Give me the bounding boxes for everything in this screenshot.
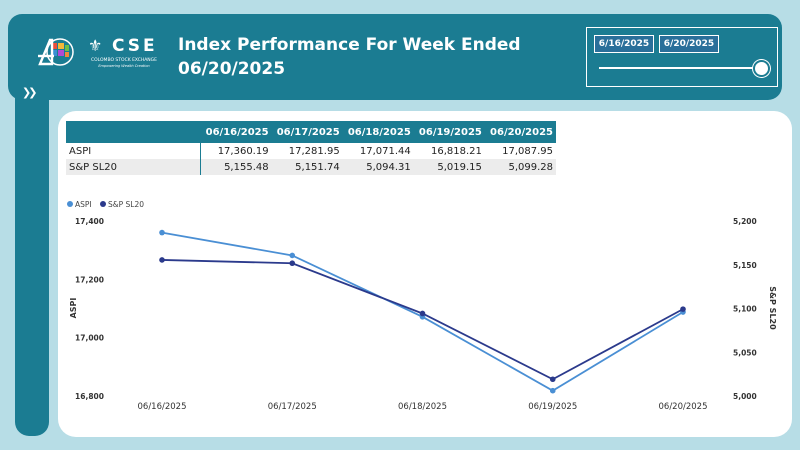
x-tick-label: 06/16/2025	[138, 402, 187, 412]
y-left-axis-title: ASPI	[69, 298, 78, 319]
table-header-cell	[66, 121, 201, 143]
index-line-chart: 16,800 17,000 17,200 17,400 5,000 5,050 5,100 5…	[67, 200, 777, 412]
y-left-tick-label: 16,800	[75, 392, 104, 401]
table-header-cell: 06/20/2025	[484, 121, 556, 143]
legend-marker	[100, 201, 106, 207]
data-point	[549, 376, 556, 383]
date-range-track[interactable]	[599, 67, 761, 69]
page-title-line-2: 06/20/2025	[178, 59, 286, 79]
x-tick-label: 06/19/2025	[528, 402, 577, 412]
data-point	[289, 252, 296, 259]
y-right-tick-label: 5,150	[733, 261, 757, 270]
table-header-cell: 06/17/2025	[271, 121, 343, 143]
end-date-input[interactable]: 6/20/2025	[659, 35, 719, 53]
data-point	[159, 229, 165, 236]
x-tick-label: 06/18/2025	[398, 402, 447, 412]
y-left-tick-label: 17,000	[75, 334, 104, 343]
x-tick-label: 06/17/2025	[268, 402, 317, 412]
cse-logo-subtitle: COLOMBO STOCK EXCHANGE	[90, 58, 157, 63]
y-right-tick-label: 5,050	[733, 348, 757, 357]
header-bar	[8, 14, 782, 100]
data-point	[419, 310, 426, 317]
table-cell-index-name: S&P SL20	[66, 159, 201, 175]
table-row: ASPI 17,360.19 17,281.95 17,071.44 16,81…	[66, 143, 556, 159]
data-point	[549, 387, 556, 394]
y-right-tick-label: 5,200	[733, 217, 757, 226]
table-header-cell: 06/18/2025	[342, 121, 414, 143]
table-cell: 5,019.15	[413, 159, 485, 175]
main-panel: 06/16/2025 06/17/2025 06/18/2025 06/19/2…	[58, 111, 792, 437]
table-cell: 17,360.19	[200, 143, 272, 159]
y-right-tick-label: 5,100	[733, 305, 757, 314]
table-row: S&P SL20 5,155.48 5,151.74 5,094.31 5,01…	[66, 159, 556, 175]
cse-dolphin-icon: ⚜	[88, 36, 103, 55]
legend-label: S&P SL20	[108, 200, 144, 209]
expand-chevron-icon[interactable]: ❯❯	[22, 86, 37, 99]
date-range-handle[interactable]	[753, 60, 770, 77]
date-range-slicer[interactable]: 6/16/2025 6/20/2025	[586, 27, 778, 87]
x-tick-label: 06/20/2025	[659, 402, 708, 412]
data-point	[159, 257, 165, 263]
table-header-row: 06/16/2025 06/17/2025 06/18/2025 06/19/2…	[66, 121, 556, 143]
y-right-tick-label: 5,000	[733, 392, 757, 401]
y-left-tick-label: 17,200	[75, 275, 104, 284]
side-nav-bar	[15, 86, 49, 436]
legend-marker	[67, 201, 73, 207]
y-right-axis-title: S&P SL20	[768, 286, 777, 330]
table-cell: 17,281.95	[271, 143, 343, 159]
page-title: Index Performance For Week Ended 06/20/2…	[178, 33, 538, 81]
cse-logo: ⚜ CSE COLOMBO STOCK EXCHANGE Empowering …	[84, 34, 164, 70]
table-cell: 5,155.48	[200, 159, 272, 175]
page-title-line-1: Index Performance For Week Ended	[178, 35, 521, 55]
table-cell: 16,818.21	[413, 143, 485, 159]
table-cell: 17,071.44	[342, 143, 414, 159]
table-cell-index-name: ASPI	[66, 143, 201, 159]
table-header-cell: 06/19/2025	[413, 121, 485, 143]
table-cell: 5,099.28	[484, 159, 556, 175]
cse-logo-text: CSE	[112, 36, 158, 56]
start-date-input[interactable]: 6/16/2025	[594, 35, 654, 53]
legend-label: ASPI	[75, 200, 92, 209]
table-cell: 5,094.31	[342, 159, 414, 175]
company-logo-icon	[38, 38, 74, 66]
cse-logo-tagline: Empowering Wealth Creation	[98, 64, 150, 68]
data-point	[680, 306, 686, 312]
table-cell: 5,151.74	[271, 159, 343, 175]
index-performance-table: 06/16/2025 06/17/2025 06/18/2025 06/19/2…	[66, 121, 556, 175]
table-header-cell: 06/16/2025	[200, 121, 272, 143]
data-point	[289, 260, 296, 267]
y-left-tick-label: 17,400	[75, 217, 104, 226]
table-cell: 17,087.95	[484, 143, 556, 159]
